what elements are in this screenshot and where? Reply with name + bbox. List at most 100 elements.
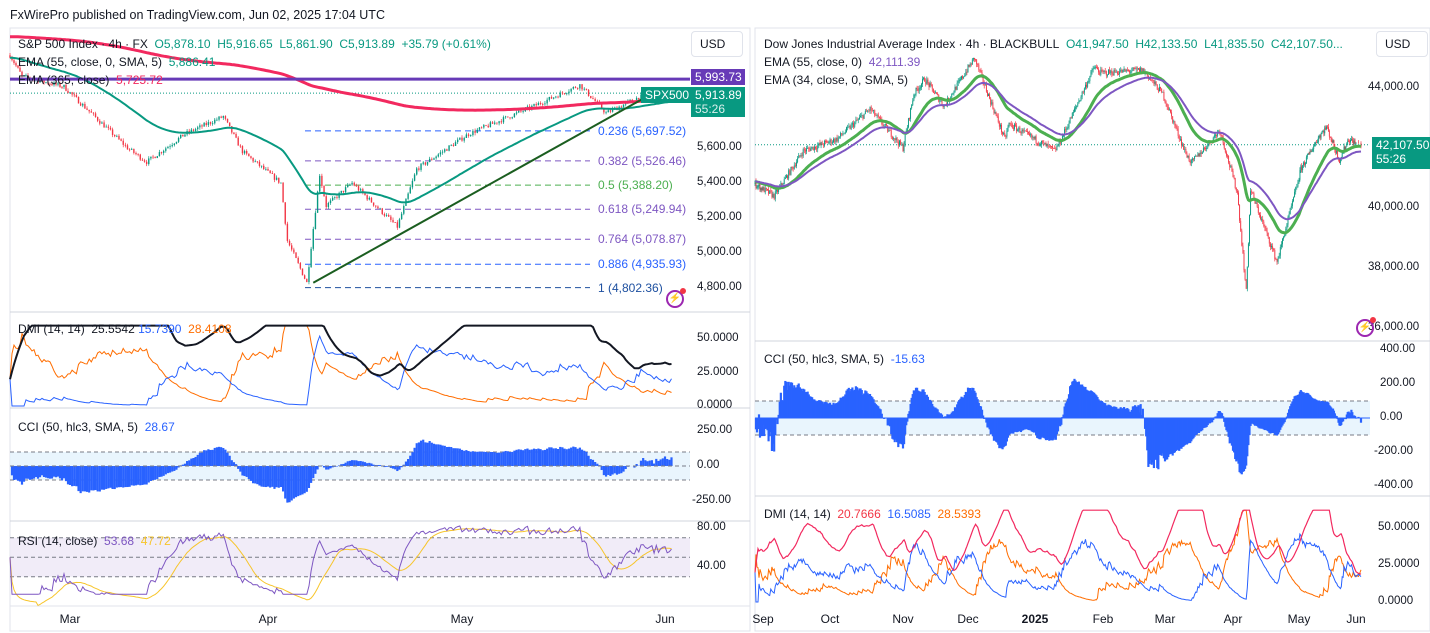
candle-body — [891, 137, 893, 139]
candle-body — [321, 175, 323, 186]
candle-body — [1153, 80, 1155, 84]
lightning-icon[interactable]: ⚡ — [1356, 317, 1376, 337]
candle-body — [314, 212, 317, 229]
ema34-legend[interactable]: EMA (34, close, 0, SMA, 5) — [764, 73, 908, 87]
currency-button[interactable]: USD — [1376, 31, 1428, 57]
candle-body — [1002, 132, 1004, 134]
candle-body — [533, 104, 535, 106]
candle-body — [972, 57, 974, 60]
candle-body — [1141, 67, 1143, 73]
candle-body — [1312, 148, 1314, 152]
candle-body — [780, 183, 782, 187]
candle-body — [1276, 259, 1278, 262]
candle-body — [461, 137, 463, 141]
candle-body — [235, 133, 237, 138]
candle-body — [1097, 67, 1098, 70]
candle-body — [474, 130, 476, 133]
minus-di-value: 28.4108 — [188, 322, 232, 336]
candle-body — [929, 83, 931, 87]
candle-body — [862, 115, 864, 119]
dmi-axis-label: 50.0000 — [1378, 521, 1420, 533]
candle-body — [761, 187, 763, 191]
fib-label: 0.618 (5,249.94) — [598, 202, 687, 217]
candle-body — [790, 167, 792, 175]
candle-body — [1137, 68, 1139, 70]
candle-body — [817, 145, 819, 150]
candle-body — [1317, 137, 1319, 143]
candle-body — [880, 117, 882, 120]
candle-body — [935, 92, 936, 94]
candle-body — [403, 205, 405, 214]
candle-body — [590, 95, 592, 99]
candle-body — [1133, 67, 1135, 69]
candle-body — [902, 144, 904, 152]
candle-body — [263, 165, 265, 169]
candle-body — [937, 93, 939, 95]
candle-body — [75, 95, 78, 98]
candle-body — [1327, 127, 1329, 131]
candle-body — [1161, 88, 1163, 93]
candle-body — [1010, 123, 1012, 125]
candle-body — [879, 116, 880, 118]
candle-body — [970, 63, 972, 65]
candle-body — [1216, 134, 1217, 136]
candle-body — [1090, 71, 1092, 77]
candle-body — [216, 119, 218, 121]
ema55-legend[interactable]: EMA (55, close, 0) 42,111.39 — [764, 55, 920, 69]
candle-body — [848, 126, 850, 127]
currency-button[interactable]: USD — [691, 31, 743, 57]
candle-body — [295, 252, 297, 258]
candle-body — [126, 145, 129, 150]
candle-body — [1289, 208, 1291, 215]
candle-body — [552, 97, 555, 99]
candle-body — [1199, 152, 1201, 157]
lightning-icon[interactable]: ⚡ — [666, 288, 686, 308]
candle-body — [756, 186, 758, 188]
fib-label: 0.886 (4,935.93) — [598, 257, 687, 272]
candle-body — [1172, 116, 1174, 123]
fib-label: 0.382 (5,526.46) — [598, 153, 687, 168]
candle-body — [9, 55, 11, 58]
candle-body — [1337, 150, 1339, 159]
candle-body — [63, 84, 65, 88]
ema55-legend[interactable]: EMA (55, close, 0, SMA, 5) 5,886.41 — [18, 55, 215, 69]
candle-body — [316, 191, 319, 213]
candle-body — [991, 102, 993, 105]
candle-body — [918, 87, 920, 91]
candle-body — [1125, 69, 1127, 72]
price-axis-label: 44,000.00 — [1368, 81, 1420, 93]
candle-body — [11, 57, 13, 61]
candle-body — [767, 189, 768, 190]
candle-body — [760, 187, 762, 191]
candle-body — [596, 101, 599, 103]
change-value: +35.79 (+0.61%) — [401, 37, 491, 51]
candle-body — [930, 83, 932, 85]
candle-body — [896, 137, 898, 142]
candle-body — [1135, 68, 1137, 70]
ema365-legend[interactable]: EMA (365, close) 5,725.72 — [18, 73, 163, 87]
candle-body — [135, 152, 137, 155]
candle-body — [894, 138, 896, 141]
candle-body — [1351, 138, 1353, 141]
candle-body — [775, 189, 777, 192]
candle-body — [273, 173, 276, 180]
candle-body — [822, 144, 824, 146]
candle-body — [57, 83, 59, 85]
candle-body — [375, 205, 377, 207]
candle-body — [837, 137, 839, 142]
candle-body — [1250, 191, 1252, 215]
candle-body — [483, 125, 485, 128]
candle-body — [1020, 132, 1022, 134]
price-axis-label: 4,800.00 — [697, 281, 742, 293]
candle-body — [581, 84, 583, 90]
candle-body — [470, 135, 472, 136]
candle-body — [826, 141, 828, 142]
candle-body — [1319, 135, 1321, 138]
candle-body — [1030, 134, 1032, 136]
candle-body — [844, 131, 846, 134]
candle-body — [1306, 154, 1308, 158]
candle-body — [411, 180, 414, 188]
candle-body — [1358, 142, 1359, 144]
candle-body — [1311, 151, 1313, 153]
